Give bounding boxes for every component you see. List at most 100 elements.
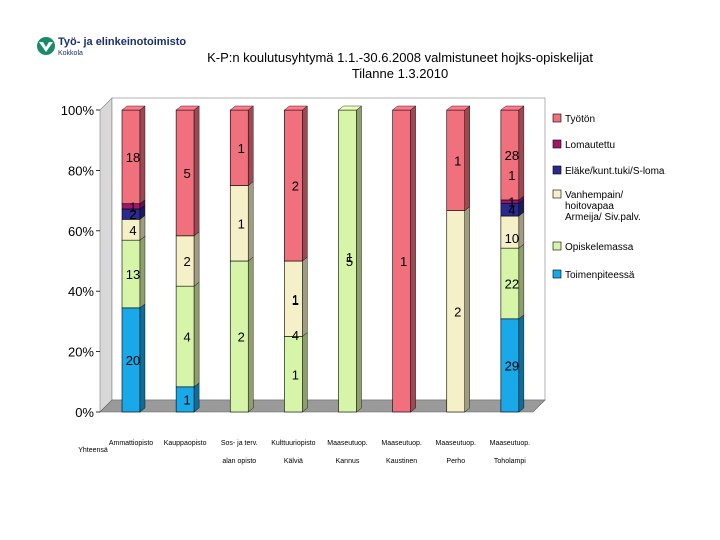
bar-segment-side xyxy=(302,332,308,413)
category-label-line2: Perho xyxy=(446,458,465,465)
bar-top-cap xyxy=(229,105,254,111)
legend-label: Opiskelemassa xyxy=(565,242,634,253)
bar-top-cap xyxy=(446,105,471,111)
data-label: 1 xyxy=(129,199,136,214)
data-label: 4 xyxy=(508,203,515,218)
data-label: 1 xyxy=(346,250,353,265)
chart-title-line2: Tilanne 1.3.2010 xyxy=(351,66,449,81)
chart-side-wall xyxy=(99,97,113,413)
legend-label-line: hoitovapaa xyxy=(565,201,614,212)
legend-label: Lomautettu xyxy=(565,140,615,151)
data-label: 2 xyxy=(238,330,245,345)
bar-top-cap xyxy=(175,105,200,111)
category-label: Maaseutuop. xyxy=(327,440,368,447)
data-label: 1 xyxy=(508,168,515,183)
bar-segment-side xyxy=(356,105,362,413)
category-label-line2: Toholampi xyxy=(494,458,526,465)
data-label: 1 xyxy=(400,254,407,269)
chart-title: K-P:n koulutusyhtymä 1.1.-30.6.2008 valm… xyxy=(140,50,660,82)
data-label: 22 xyxy=(505,276,519,291)
logo-name: Työ- ja elinkeinotoimisto xyxy=(58,36,187,48)
category-label: Ammattiopisto xyxy=(109,440,153,447)
legend-swatch xyxy=(552,269,562,279)
data-label: 1 xyxy=(238,216,245,231)
bar-segment-side xyxy=(193,382,200,413)
logo: Työ- ja elinkeinotoimisto Kokkola xyxy=(36,36,186,66)
category-label: Maaseutuop. xyxy=(381,440,422,447)
legend-label: Vanhempain/hoitovapaa Armeija/ Siv.palv. xyxy=(565,190,641,223)
data-label: 1 xyxy=(508,195,515,210)
bar-top-cap xyxy=(500,105,525,111)
category-label-line2: alan opisto xyxy=(222,458,256,465)
bar-segment-side xyxy=(518,105,525,201)
bar-segment-side xyxy=(464,206,470,413)
data-label: 13 xyxy=(126,267,140,282)
data-label: 1 xyxy=(454,153,461,168)
category-label-line2: Yhteensä xyxy=(78,447,108,454)
data-label: 4 xyxy=(292,328,299,343)
y-tick-label: 100% xyxy=(61,103,95,118)
data-label: 28 xyxy=(505,148,519,163)
data-label: 29 xyxy=(505,358,519,373)
data-label: 1 xyxy=(292,367,299,382)
data-label: 4 xyxy=(129,223,136,238)
legend-swatch xyxy=(552,189,562,199)
legend-label: Eläke/kunt.tuki/S-loma xyxy=(565,166,665,177)
category-label: Maaseutuop. xyxy=(436,440,477,447)
data-label: 1 xyxy=(184,392,191,407)
bar-segment-side xyxy=(464,105,470,212)
y-tick-label: 60% xyxy=(68,224,94,239)
category-label-line2: Kaustinen xyxy=(386,458,417,465)
logo-place: Kokkola xyxy=(58,50,83,57)
bar-top-cap xyxy=(283,105,308,111)
logo-emblem-icon xyxy=(37,37,55,55)
legend-label: Työtön xyxy=(565,114,595,125)
legend-label-line: Vanhempain/ xyxy=(565,190,623,201)
bar-segment-side xyxy=(410,105,416,413)
legend-label-line: Armeija/ Siv.palv. xyxy=(565,212,641,223)
data-label: 1 xyxy=(292,292,299,307)
chart-floor xyxy=(99,399,546,413)
category-label: Sos- ja terv. xyxy=(221,440,258,447)
data-label: 1 xyxy=(238,141,245,156)
bar-segment-side xyxy=(518,211,525,249)
bar-segment-side xyxy=(248,181,254,262)
legend-swatch xyxy=(552,241,562,251)
bar-segment-side xyxy=(248,105,254,186)
data-label: 18 xyxy=(126,150,140,165)
data-label: 20 xyxy=(126,353,140,368)
bar-segment-side xyxy=(302,105,308,262)
legend-label: Toimenpiteessä xyxy=(565,270,635,281)
data-label: 2 xyxy=(292,179,299,194)
bar-segment-side xyxy=(193,281,200,388)
y-tick-label: 20% xyxy=(68,345,94,360)
bar-segment-side xyxy=(139,235,146,309)
legend-label-line: Eläke/kunt.tuki/S-loma xyxy=(565,166,665,177)
bar-segment-side xyxy=(139,303,146,413)
category-label: Kulttuuriopisto xyxy=(271,440,315,447)
data-label: 5 xyxy=(184,166,191,181)
category-label-line2: Kälviä xyxy=(284,458,303,465)
bar-top-cap xyxy=(121,105,146,111)
bar-top-cap xyxy=(392,105,417,111)
y-tick-label: 80% xyxy=(68,163,94,178)
bar-segment-side xyxy=(193,231,200,287)
data-label: 2 xyxy=(184,254,191,269)
category-label-line2: Kannus xyxy=(336,458,360,465)
legend-label-line: Toimenpiteessä xyxy=(565,270,635,281)
bar-segment-side xyxy=(302,256,308,337)
data-label: 5 xyxy=(346,254,353,269)
legend-label-line: Lomautettu xyxy=(565,140,615,151)
data-label: 10 xyxy=(505,231,519,246)
legend-label-line: Työtön xyxy=(565,114,595,125)
bar-segment-side xyxy=(518,243,525,320)
legend-swatch xyxy=(552,139,562,149)
y-tick-label: 0% xyxy=(75,405,94,420)
legend-swatch xyxy=(552,113,562,123)
data-label: 1 xyxy=(292,293,299,308)
bar-segment-side xyxy=(139,105,146,205)
bar-top-cap xyxy=(337,105,363,111)
bar-segment-side xyxy=(193,105,200,237)
bar-segment-side xyxy=(248,256,254,413)
